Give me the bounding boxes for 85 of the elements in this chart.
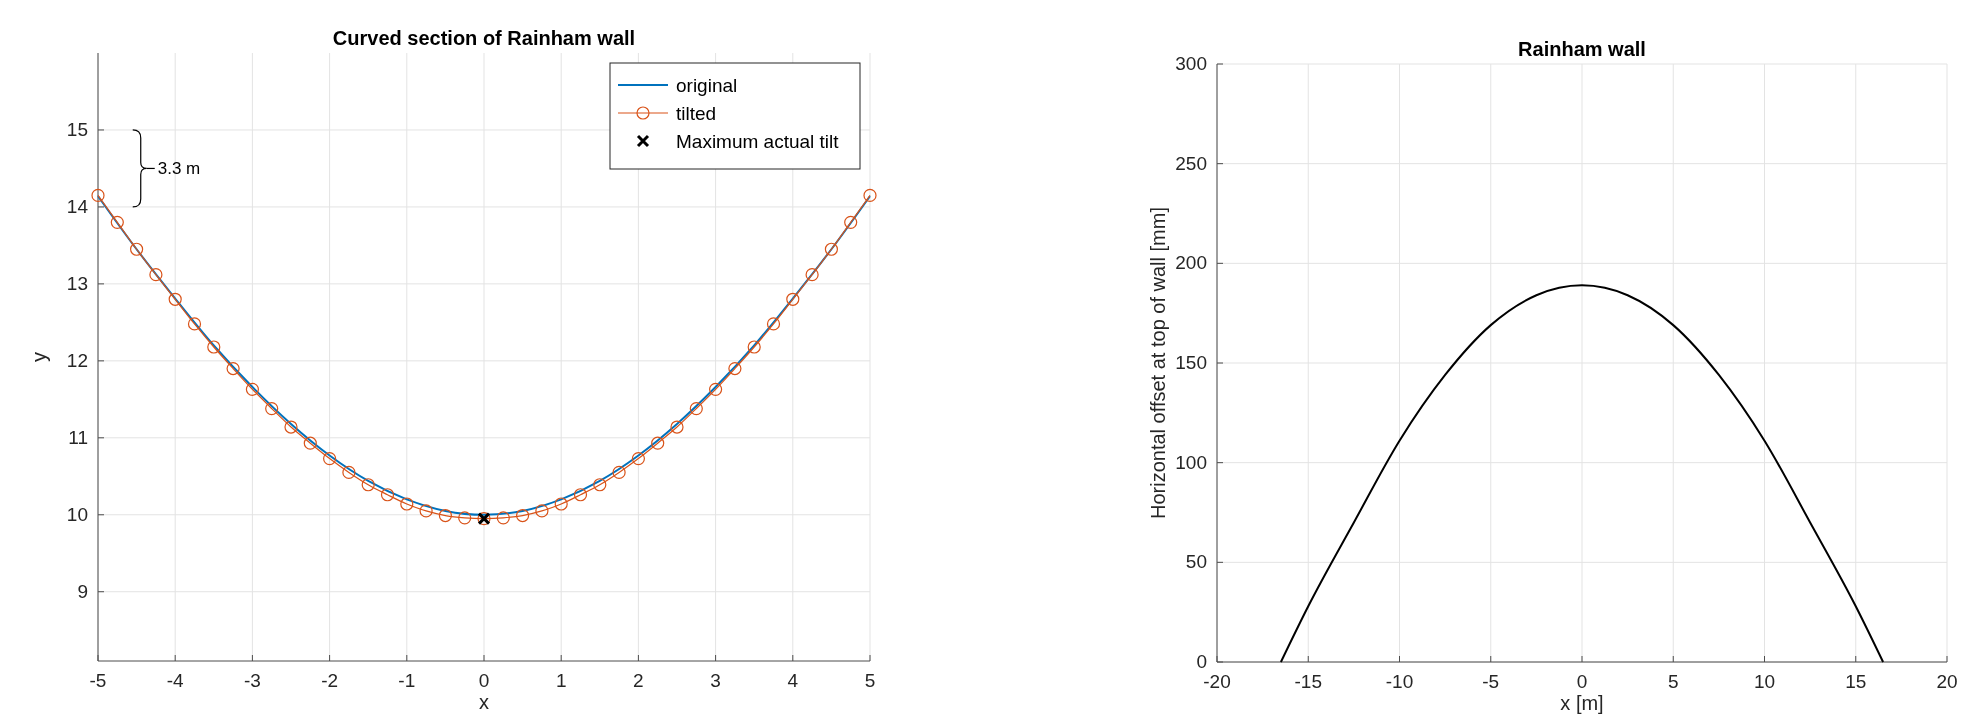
x-tick-label: 0 xyxy=(1576,671,1588,692)
point xyxy=(342,465,356,480)
point xyxy=(207,340,221,354)
x-tick-label: -15 xyxy=(1294,671,1322,692)
point xyxy=(709,382,723,396)
point xyxy=(284,420,298,434)
point xyxy=(168,292,182,306)
x-tick-label: 5 xyxy=(864,670,876,691)
y-tick-label: 200 xyxy=(1175,252,1207,274)
y-tick-label: 13 xyxy=(66,272,88,294)
y-tick-label: 9 xyxy=(77,580,88,602)
x-tick-label: 15 xyxy=(1845,671,1867,692)
y-tick-label: 100 xyxy=(1175,451,1207,473)
annotation: 3.3 m xyxy=(157,159,201,179)
point xyxy=(651,436,665,450)
point xyxy=(844,215,858,229)
x-tick-label: 3 xyxy=(710,670,721,691)
point xyxy=(91,188,105,202)
x-axis-title: x xyxy=(479,691,489,713)
line-series xyxy=(1279,284,1885,663)
y-tick-label: 250 xyxy=(1175,152,1207,174)
x-tick-label: -3 xyxy=(243,670,261,691)
point xyxy=(824,242,838,256)
x-tick-label: -20 xyxy=(1203,671,1231,692)
y-tick-label: 300 xyxy=(1175,53,1207,74)
legend-label: Maximum actual tilt xyxy=(676,131,840,152)
y-tick-label: 12 xyxy=(66,349,88,371)
point xyxy=(130,242,144,256)
point xyxy=(380,488,395,502)
x-tick-label: 4 xyxy=(787,670,799,691)
y-tick-label: 150 xyxy=(1175,352,1207,373)
y-tick-label: 15 xyxy=(66,118,88,140)
x-tick-label: -5 xyxy=(89,670,107,691)
x-tick-label: 20 xyxy=(1936,671,1958,692)
point xyxy=(516,508,530,523)
point xyxy=(728,361,742,376)
point xyxy=(265,401,279,416)
x-tick-label: -4 xyxy=(166,670,185,691)
point xyxy=(303,436,317,450)
point xyxy=(554,497,568,511)
point xyxy=(149,268,163,282)
point xyxy=(689,401,703,416)
x-tick-label: 10 xyxy=(1753,671,1776,692)
point xyxy=(535,504,549,518)
point xyxy=(573,488,588,502)
point xyxy=(593,478,607,492)
point xyxy=(496,511,510,525)
x-tick-label: 1 xyxy=(555,670,567,691)
point xyxy=(187,317,202,331)
x-tick-label: -5 xyxy=(1482,671,1500,692)
legend-label: original xyxy=(676,75,738,96)
point xyxy=(419,504,433,518)
chart-title: Rainham wall xyxy=(1518,38,1646,60)
point xyxy=(323,451,337,466)
x-tick-label: 2 xyxy=(633,670,644,691)
y-axis-title: y xyxy=(28,352,50,362)
y-tick-label: 11 xyxy=(68,426,88,448)
point xyxy=(786,292,800,306)
point xyxy=(361,478,375,492)
point xyxy=(226,361,240,376)
point xyxy=(438,508,452,523)
legend-label: tilted xyxy=(676,103,717,124)
point xyxy=(110,215,124,229)
point xyxy=(805,268,819,282)
x-tick-label: -2 xyxy=(321,670,339,691)
point xyxy=(747,340,761,354)
point xyxy=(612,465,626,480)
point xyxy=(766,317,781,331)
y-axis-title: Horizontal offset at top of wall [mm] xyxy=(1147,207,1169,519)
x-axis-title: x [m] xyxy=(1560,692,1604,714)
point xyxy=(245,382,259,396)
y-tick-label: 0 xyxy=(1196,651,1207,672)
point xyxy=(400,497,414,511)
x-tick-label: -1 xyxy=(398,670,416,691)
point xyxy=(670,420,684,434)
y-tick-label: 50 xyxy=(1185,551,1207,573)
point xyxy=(863,188,877,202)
x-tick-label: 5 xyxy=(1667,671,1679,692)
x-tick-label: -10 xyxy=(1385,671,1414,692)
y-tick-label: 10 xyxy=(66,503,88,525)
point xyxy=(631,451,645,466)
y-tick-label: 14 xyxy=(66,195,89,217)
point xyxy=(458,511,472,525)
x-tick-label: 0 xyxy=(478,670,490,691)
chart-title: Curved section of Rainham wall xyxy=(332,27,636,49)
